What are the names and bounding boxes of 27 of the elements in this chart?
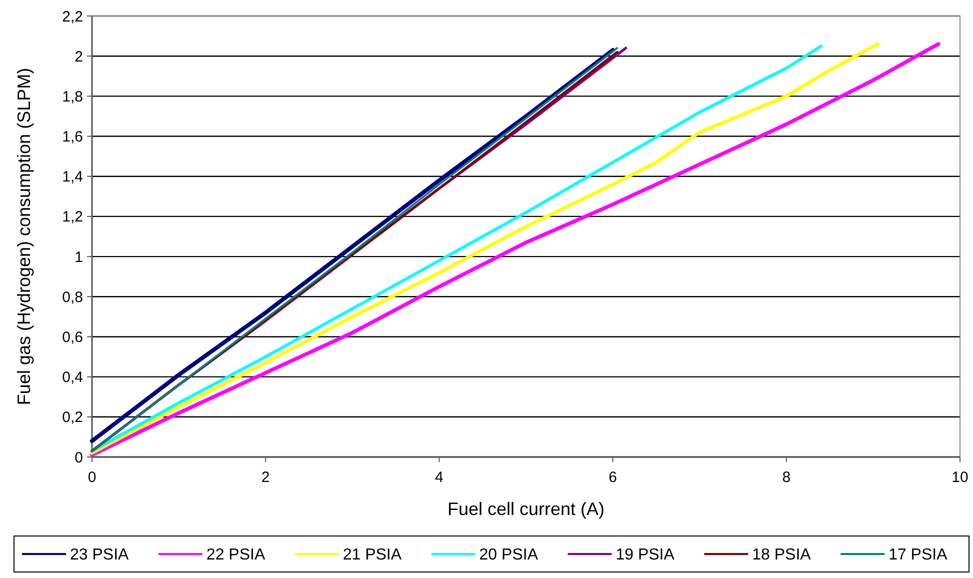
x-tick-label: 2 <box>261 469 270 486</box>
y-tick-label: 1,4 <box>62 168 83 186</box>
x-tick-label: 10 <box>952 469 968 486</box>
legend-label: 20 PSIA <box>479 546 538 564</box>
y-tick-label: 1,2 <box>62 208 83 226</box>
legend-label: 23 PSIA <box>70 546 130 564</box>
legend-label: 19 PSIA <box>616 546 675 564</box>
x-tick-label: 4 <box>435 469 444 486</box>
legend-label: 21 PSIA <box>342 546 402 564</box>
y-tick-label: 1,8 <box>62 88 83 106</box>
y-tick-label: 1 <box>74 248 83 266</box>
y-tick-label: 0 <box>74 449 83 466</box>
x-tick-label: 6 <box>608 469 617 486</box>
x-axis-title: Fuel cell current (A) <box>447 499 605 519</box>
y-tick-label: 1,6 <box>62 128 83 146</box>
x-tick-label: 0 <box>88 469 96 486</box>
y-tick-label: 0,6 <box>62 328 83 346</box>
y-tick-label: 0,4 <box>62 369 83 386</box>
legend-label: 18 PSIA <box>752 546 812 564</box>
x-tick-label: 8 <box>782 469 791 486</box>
y-tick-label: 2,2 <box>62 8 83 26</box>
y-axis-title: Fuel gas (Hydrogen) consumption (SLPM) <box>14 68 34 406</box>
y-tick-label: 2 <box>74 48 83 66</box>
y-tick-label: 0,8 <box>62 288 83 306</box>
legend-label: 22 PSIA <box>206 546 266 564</box>
legend-label: 17 PSIA <box>888 546 948 564</box>
y-tick-label: 0,2 <box>62 409 83 426</box>
